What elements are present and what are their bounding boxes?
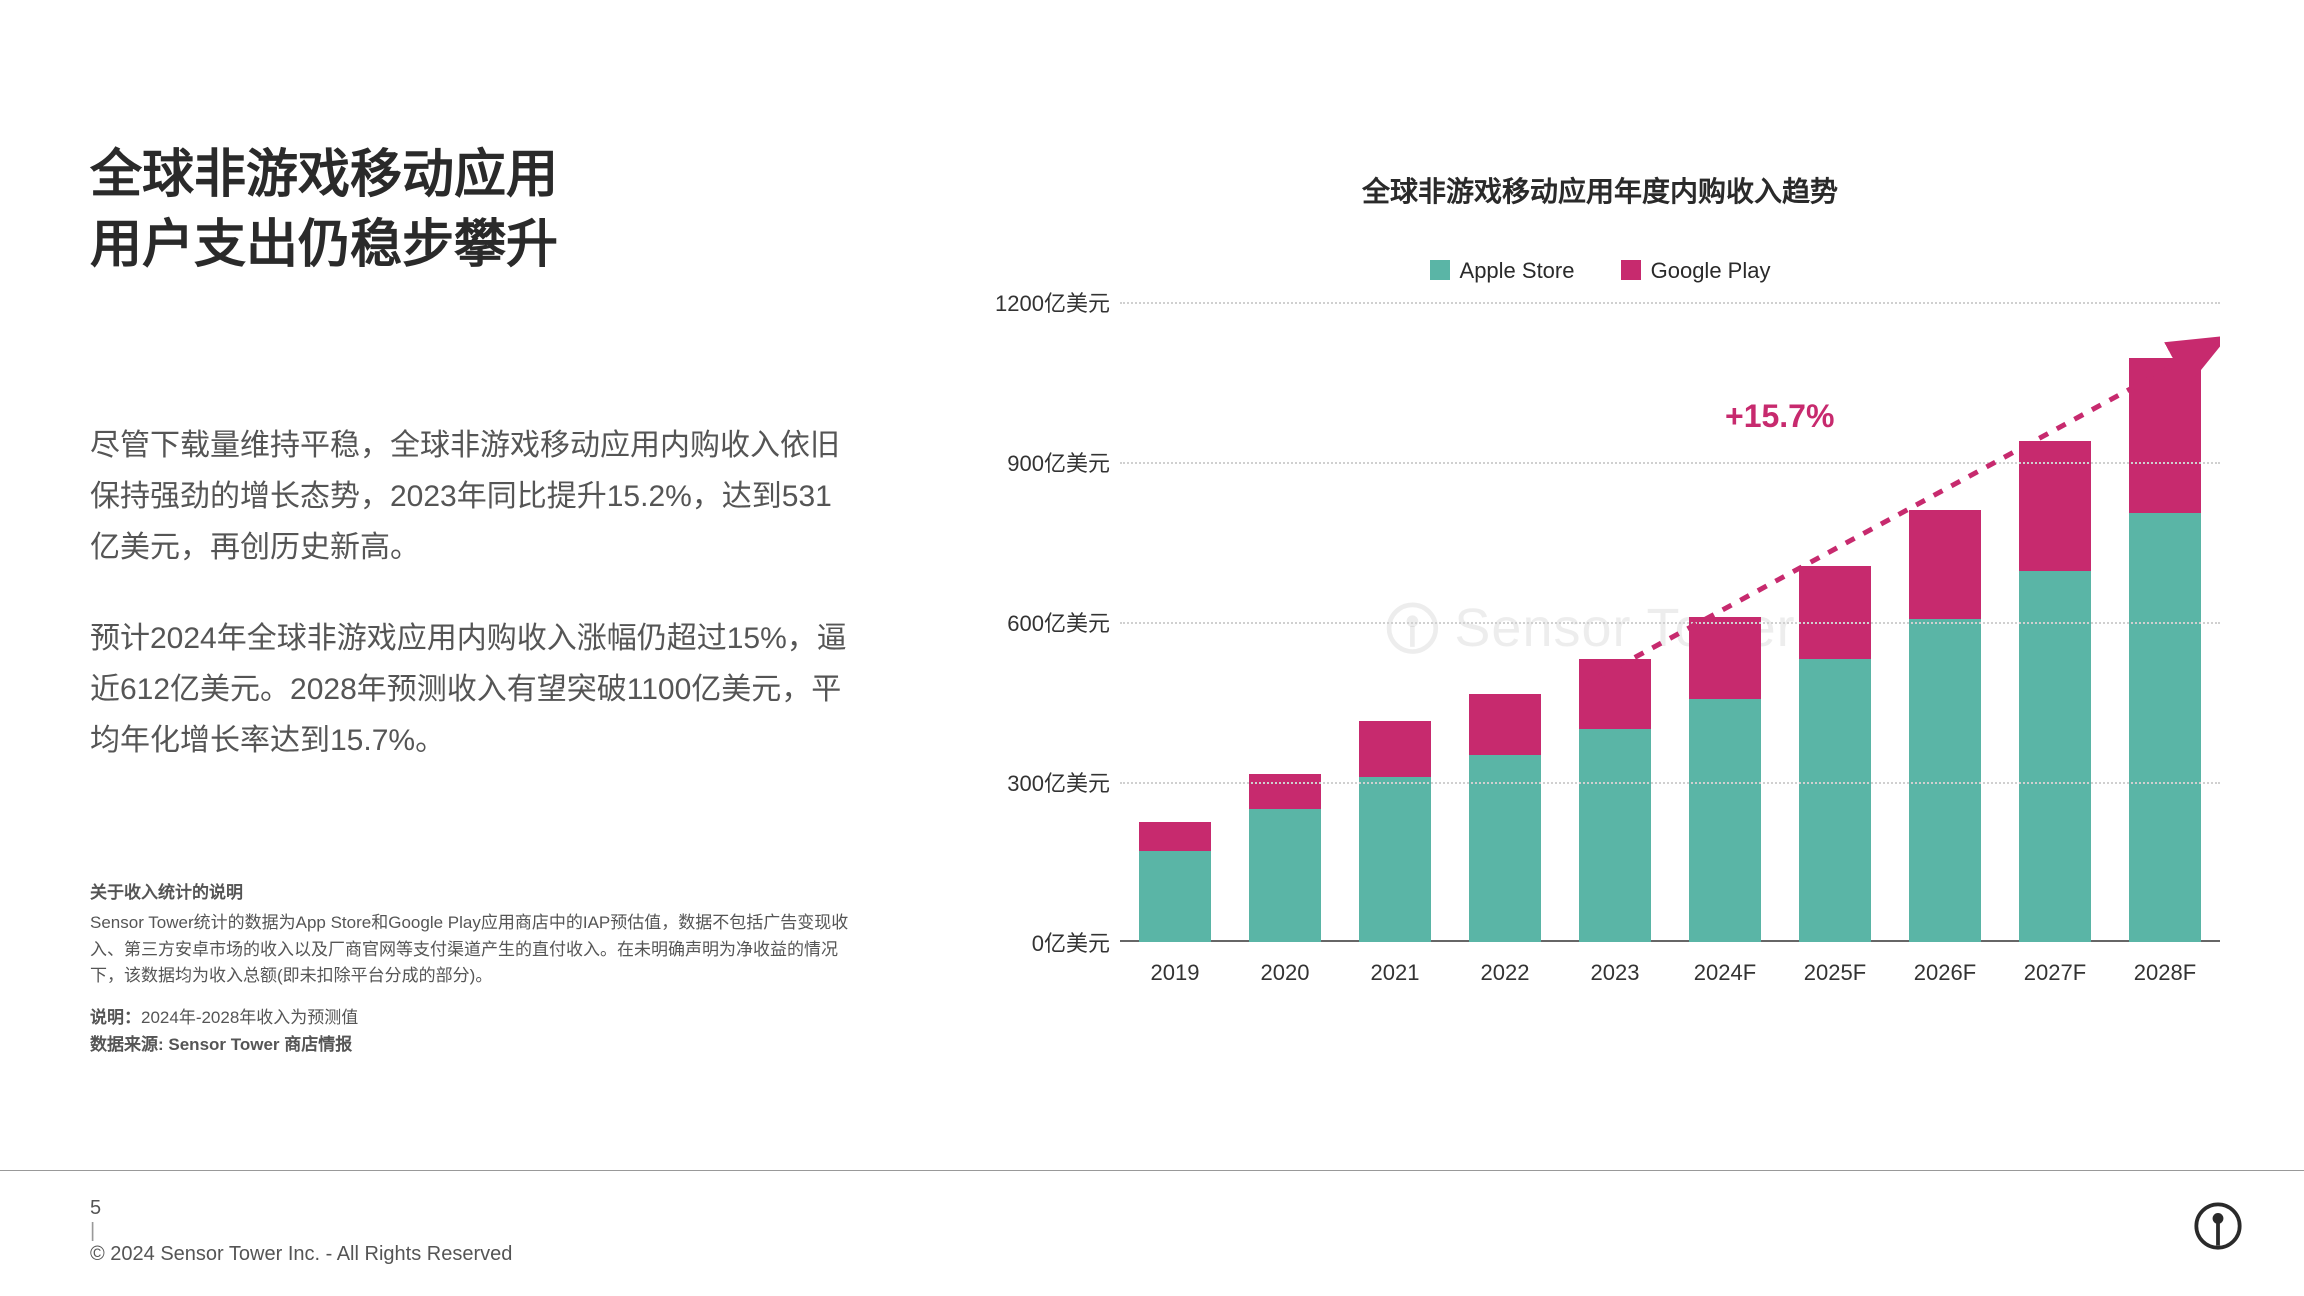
stacked-bar xyxy=(2019,441,2092,942)
bar-segment-apple xyxy=(1909,619,1982,942)
bar-segment-google xyxy=(2019,441,2092,572)
bar-segment-apple xyxy=(1579,729,1652,942)
legend-swatch-google xyxy=(1621,260,1641,280)
body-copy: 尽管下载量维持平稳，全球非游戏移动应用内购收入依旧保持强劲的增长态势，2023年… xyxy=(90,420,850,766)
stacked-bar xyxy=(1359,721,1432,942)
footnote-source: 数据来源: Sensor Tower 商店情报 xyxy=(90,1032,850,1058)
chart-plot: Sensor Tower 201920202021202220232024F20… xyxy=(960,302,2220,942)
gridline xyxy=(1120,462,2220,464)
y-tick-label: 1200亿美元 xyxy=(960,286,1110,318)
footnotes: 关于收入统计的说明 Sensor Tower统计的数据为App Store和Go… xyxy=(90,880,850,1058)
page-number: 5 xyxy=(90,1197,101,1219)
chart-legend: Apple Store Google Play xyxy=(960,258,2240,284)
stacked-bar xyxy=(1909,510,1982,942)
bar-segment-apple xyxy=(1799,659,1872,942)
bar-segment-apple xyxy=(1249,809,1322,942)
x-tick-label: 2024F xyxy=(1694,960,1756,986)
x-tick-label: 2025F xyxy=(1804,960,1866,986)
stacked-bar xyxy=(1249,774,1322,942)
x-tick-label: 2020 xyxy=(1261,960,1310,986)
note2-label: 说明： xyxy=(90,1008,141,1027)
footnote-forecast: 说明：2024年-2028年收入为预测值 xyxy=(90,1005,850,1031)
y-tick-label: 900亿美元 xyxy=(960,446,1110,478)
bar-segment-google xyxy=(1139,822,1212,851)
x-tick-label: 2023 xyxy=(1591,960,1640,986)
legend-swatch-apple xyxy=(1430,260,1450,280)
bar-segment-apple xyxy=(2019,571,2092,942)
x-tick-label: 2021 xyxy=(1371,960,1420,986)
bar-segment-google xyxy=(1799,566,1872,659)
y-tick-label: 0亿美元 xyxy=(960,926,1110,958)
stacked-bar xyxy=(1689,617,1762,942)
title-line-1: 全球非游戏移动应用 xyxy=(90,146,558,204)
stacked-bar xyxy=(1579,659,1652,942)
bar-segment-apple xyxy=(1359,777,1432,942)
title-line-2: 用户支出仍稳步攀升 xyxy=(90,216,558,274)
legend-label-apple: Apple Store xyxy=(1460,258,1575,283)
slide: { "title_line1": "全球非游戏移动应用", "title_lin… xyxy=(0,0,2304,1296)
brand-logo-icon xyxy=(2192,1200,2244,1257)
source-label: 数据来源: xyxy=(90,1035,168,1054)
copyright: © 2024 Sensor Tower Inc. - All Rights Re… xyxy=(90,1243,512,1265)
bar-segment-google xyxy=(1689,617,1762,700)
footnote-heading: 关于收入统计的说明 xyxy=(90,880,850,906)
bar-segment-apple xyxy=(2129,513,2202,942)
footer-divider: | xyxy=(90,1220,1551,1243)
footer-content: 5|© 2024 Sensor Tower Inc. - All Rights … xyxy=(0,1171,2304,1266)
gridline xyxy=(1120,782,2220,784)
bar-segment-apple xyxy=(1139,851,1212,942)
paragraph-2: 预计2024年全球非游戏应用内购收入涨幅仍超过15%，逼近612亿美元。2028… xyxy=(90,613,850,766)
growth-label: +15.7% xyxy=(1725,398,1834,435)
stacked-bar xyxy=(2129,358,2202,942)
stacked-bar xyxy=(1469,694,1542,942)
chart: 全球非游戏移动应用年度内购收入趋势 Apple Store Google Pla… xyxy=(960,170,2240,1040)
stacked-bar xyxy=(1139,822,1212,942)
chart-title: 全球非游戏移动应用年度内购收入趋势 xyxy=(960,170,2240,210)
x-tick-label: 2026F xyxy=(1914,960,1976,986)
bar-segment-google xyxy=(1909,510,1982,619)
bar-segment-google xyxy=(1469,694,1542,755)
legend-label-google: Google Play xyxy=(1651,258,1771,283)
paragraph-1: 尽管下载量维持平稳，全球非游戏移动应用内购收入依旧保持强劲的增长态势，2023年… xyxy=(90,420,850,573)
source-text: Sensor Tower 商店情报 xyxy=(168,1035,352,1054)
gridline xyxy=(1120,622,2220,624)
bar-segment-google xyxy=(2129,358,2202,513)
bar-segment-apple xyxy=(1689,699,1762,942)
x-tick-label: 2028F xyxy=(2134,960,2196,986)
gridline xyxy=(1120,302,2220,304)
x-tick-label: 2022 xyxy=(1481,960,1530,986)
note2-text: 2024年-2028年收入为预测值 xyxy=(141,1008,358,1027)
bar-segment-google xyxy=(1359,721,1432,777)
y-tick-label: 300亿美元 xyxy=(960,766,1110,798)
x-tick-label: 2019 xyxy=(1151,960,1200,986)
footnote-body: Sensor Tower统计的数据为App Store和Google Play应… xyxy=(90,910,850,989)
footer: 5|© 2024 Sensor Tower Inc. - All Rights … xyxy=(0,1170,2304,1266)
x-tick-label: 2027F xyxy=(2024,960,2086,986)
text-panel: 全球非游戏移动应用 用户支出仍稳步攀升 尽管下载量维持平稳，全球非游戏移动应用内… xyxy=(90,140,850,766)
bar-segment-google xyxy=(1579,659,1652,728)
y-tick-label: 600亿美元 xyxy=(960,606,1110,638)
page-title: 全球非游戏移动应用 用户支出仍稳步攀升 xyxy=(90,140,850,280)
bar-segment-google xyxy=(1249,774,1322,809)
